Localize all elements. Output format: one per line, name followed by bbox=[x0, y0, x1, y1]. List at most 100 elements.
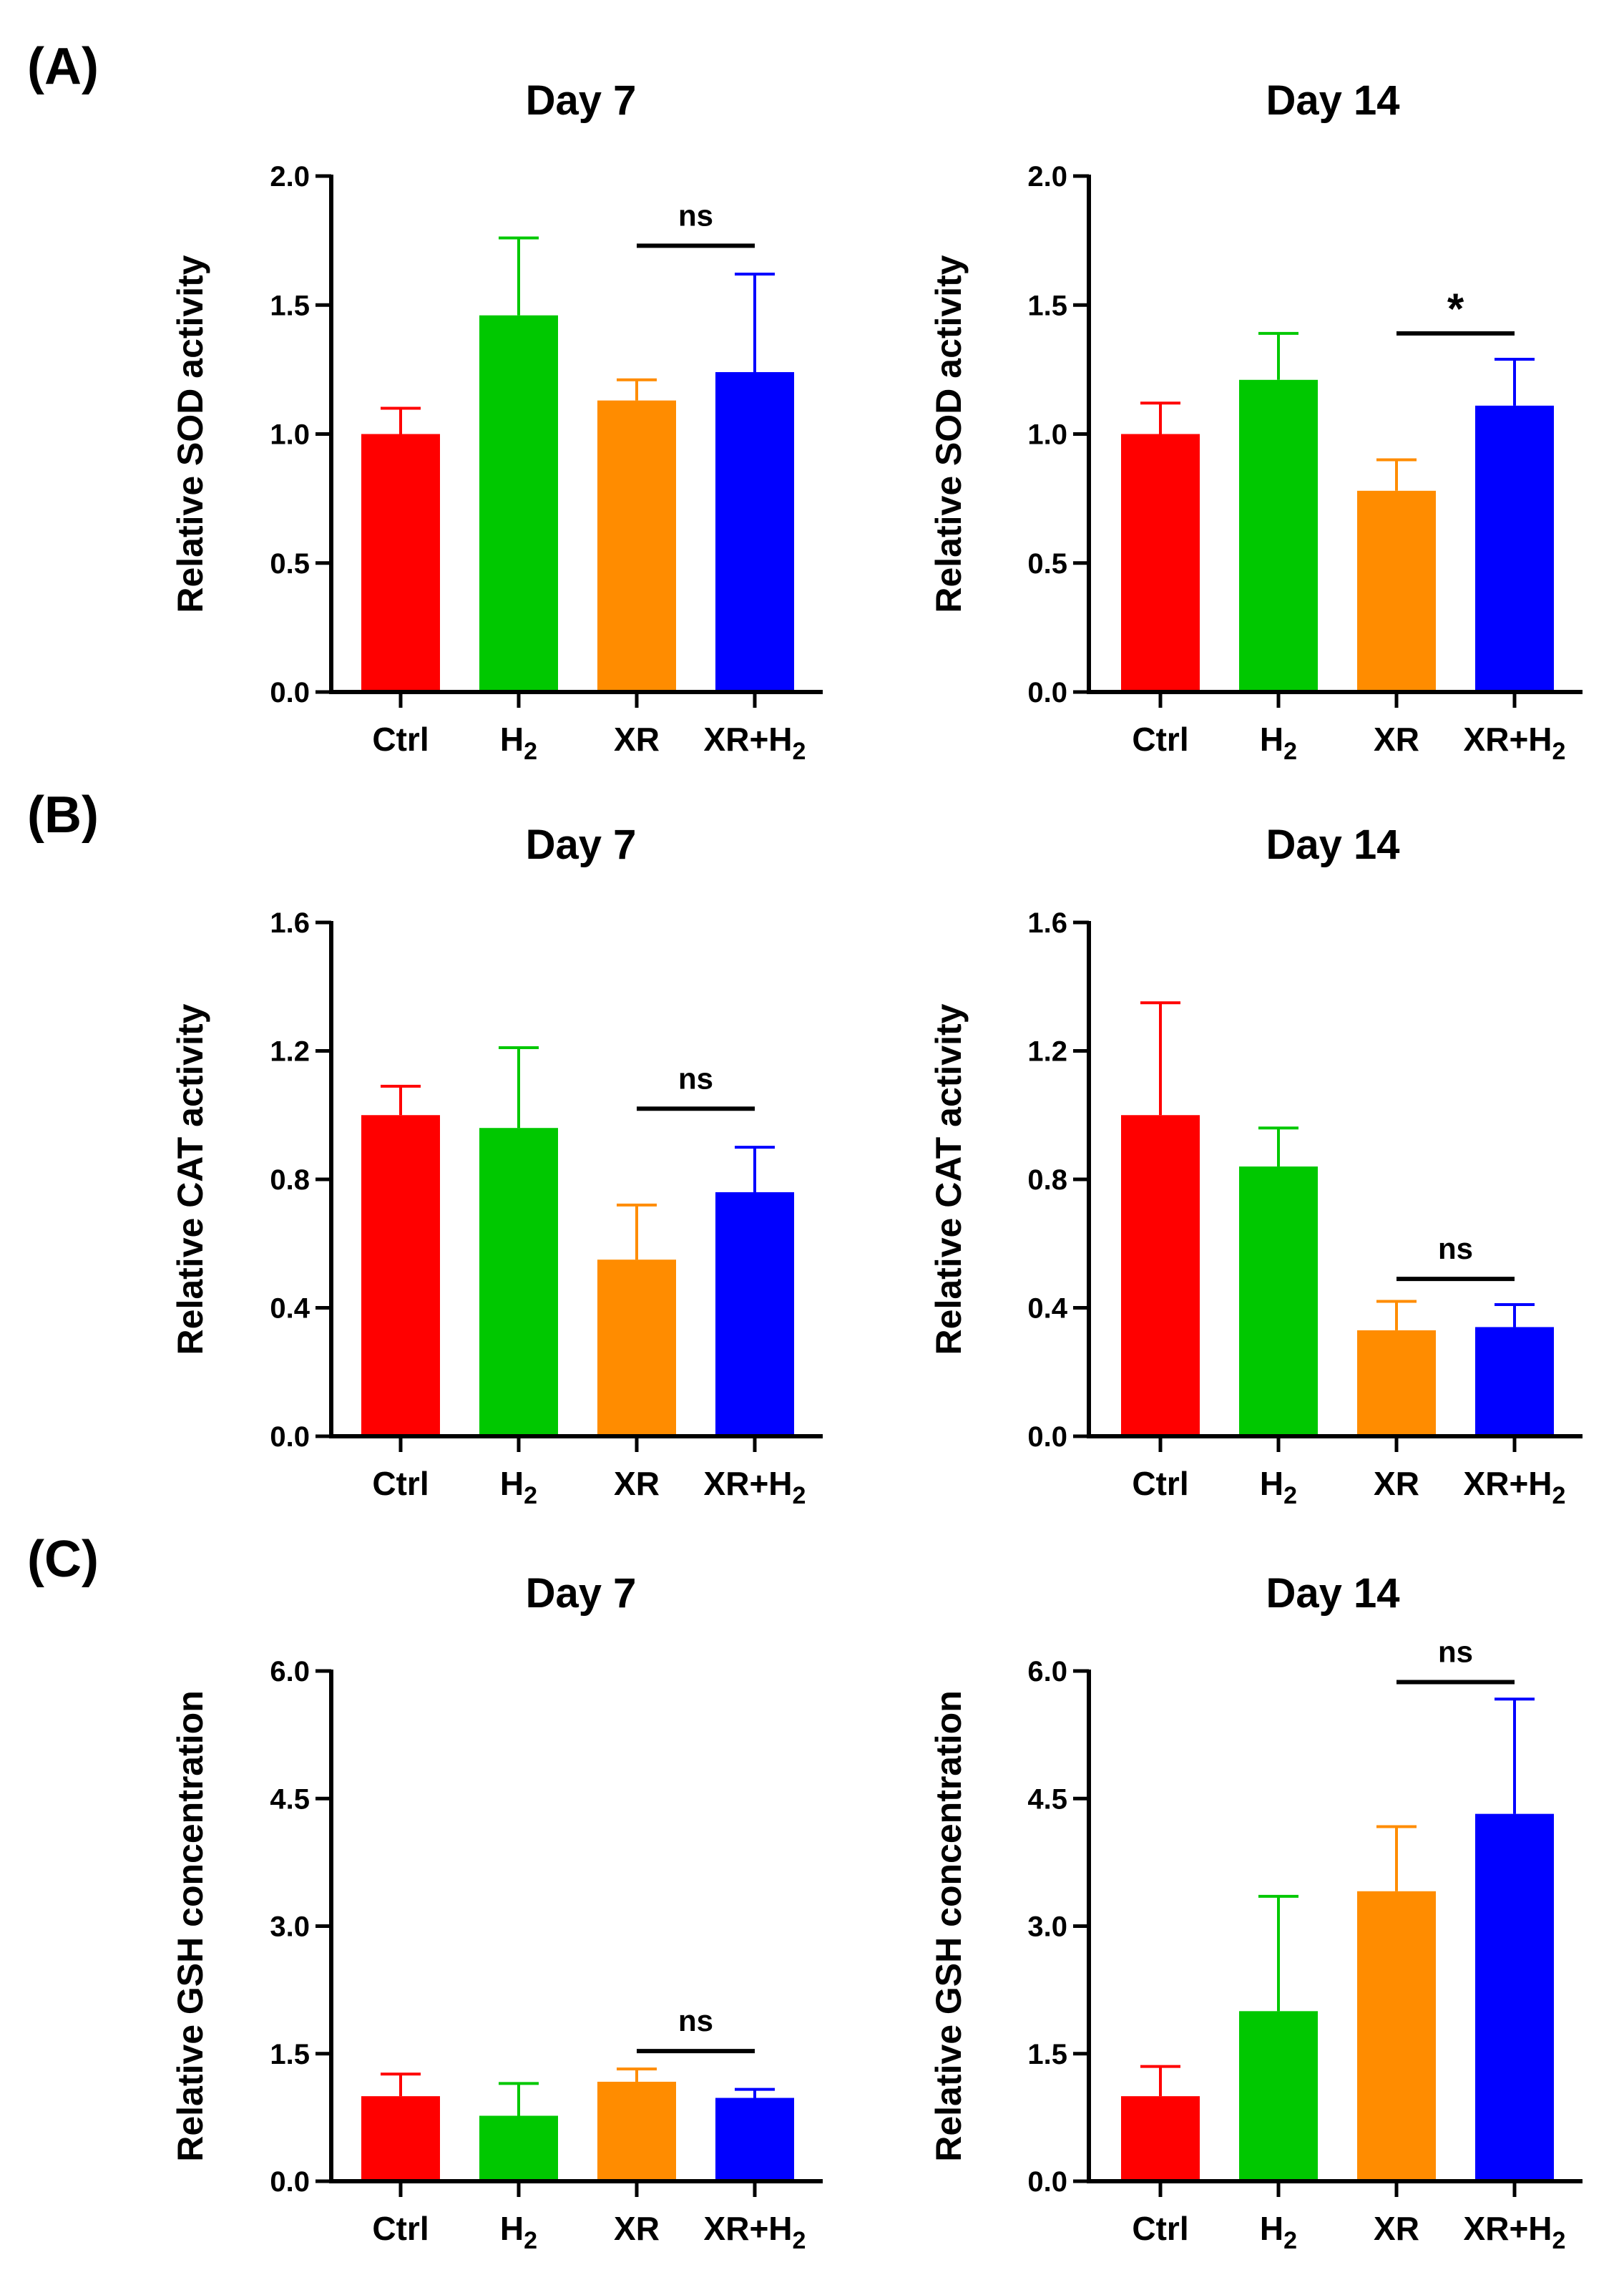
chart-6: Day 14 Relative GSH concentration 0.0 1.5 3.… bbox=[929, 1570, 1583, 2254]
x-tick-label: XR+H2 bbox=[704, 721, 806, 765]
x-tick-label: Ctrl bbox=[372, 721, 429, 758]
y-tick-label: 0.0 bbox=[270, 1421, 310, 1453]
significance-label: ns bbox=[1438, 1232, 1473, 1265]
y-tick-label: 0.0 bbox=[270, 2166, 310, 2198]
bar-ctrl bbox=[361, 1115, 440, 1436]
x-tick-label: H2 bbox=[500, 721, 537, 765]
bar-ctrl bbox=[361, 2096, 440, 2181]
y-axis-title: Relative CAT activity bbox=[170, 1003, 210, 1355]
y-tick-label: 6.0 bbox=[270, 1656, 310, 1687]
bar-xr bbox=[597, 1260, 676, 1436]
y-tick-label: 0.5 bbox=[270, 548, 310, 580]
y-tick-label: 4.5 bbox=[270, 1783, 310, 1815]
x-tick-label: XR+H2 bbox=[704, 2210, 806, 2254]
x-tick-label: H2 bbox=[1260, 1465, 1297, 1509]
y-tick-label: 0.0 bbox=[1027, 2166, 1067, 2198]
bar-h2 bbox=[479, 315, 558, 692]
x-tick-label: XR bbox=[1374, 2210, 1419, 2247]
y-tick-label: 1.2 bbox=[270, 1036, 310, 1068]
y-tick-label: 0.4 bbox=[1027, 1293, 1067, 1325]
chart-title: Day 14 bbox=[1266, 77, 1399, 124]
y-tick-label: 1.0 bbox=[270, 419, 310, 451]
bar-h2 bbox=[1239, 379, 1318, 692]
bar-ctrl bbox=[361, 434, 440, 692]
significance-label: ns bbox=[678, 2004, 713, 2037]
y-tick-label: 0.0 bbox=[1027, 1421, 1067, 1453]
y-tick-label: 1.2 bbox=[1027, 1036, 1067, 1068]
chart-title: Day 14 bbox=[1266, 1570, 1399, 1617]
bar-h2 bbox=[479, 1128, 558, 1436]
y-tick-label: 0.8 bbox=[270, 1164, 310, 1196]
chart-5: Day 7 Relative GSH concentration 0.0 1.5 3.0… bbox=[170, 1570, 823, 2254]
x-tick-label: XR bbox=[1374, 721, 1419, 758]
chart-title: Day 14 bbox=[1266, 822, 1399, 868]
x-tick-label: Ctrl bbox=[1132, 721, 1188, 758]
y-tick-label: 2.0 bbox=[1027, 161, 1067, 193]
bar-xr-h2 bbox=[1475, 405, 1554, 692]
y-axis-title: Relative SOD activity bbox=[929, 255, 969, 613]
y-tick-label: 0.0 bbox=[1027, 677, 1067, 708]
x-tick-label: Ctrl bbox=[372, 1465, 429, 1502]
y-tick-label: 1.5 bbox=[1027, 2039, 1067, 2070]
x-tick-label: XR bbox=[614, 721, 660, 758]
y-tick-label: 6.0 bbox=[1027, 1656, 1067, 1687]
bar-h2 bbox=[1239, 2011, 1318, 2181]
y-tick-label: 1.6 bbox=[1027, 907, 1067, 939]
x-tick-label: Ctrl bbox=[1132, 1465, 1188, 1502]
y-tick-label: 0.8 bbox=[1027, 1164, 1067, 1196]
significance-label: * bbox=[1447, 285, 1464, 333]
chart-1: Day 7 Relative SOD activity 0.0 0.5 1.0 1.5 2.… bbox=[170, 77, 823, 765]
bar-xr-h2 bbox=[715, 1192, 794, 1436]
y-tick-label: 4.5 bbox=[1027, 1783, 1067, 1815]
x-tick-label: XR bbox=[1374, 1465, 1419, 1502]
significance-label: ns bbox=[1438, 1634, 1473, 1668]
bar-ctrl bbox=[1121, 434, 1200, 692]
y-tick-label: 2.0 bbox=[270, 161, 310, 193]
y-tick-label: 0.4 bbox=[270, 1293, 310, 1325]
y-tick-label: 3.0 bbox=[270, 1911, 310, 1943]
x-tick-label: H2 bbox=[1260, 721, 1297, 765]
bar-xr bbox=[597, 400, 676, 692]
y-axis-title: Relative GSH concentration bbox=[929, 1690, 969, 2162]
y-tick-label: 1.5 bbox=[270, 290, 310, 321]
panel-label-c: (C) bbox=[27, 1531, 99, 1588]
bar-xr-h2 bbox=[715, 2098, 794, 2181]
chart-title: Day 7 bbox=[526, 822, 637, 868]
bar-xr bbox=[597, 2081, 676, 2181]
chart-title: Day 7 bbox=[526, 77, 637, 124]
x-tick-label: H2 bbox=[500, 1465, 537, 1509]
bar-xr bbox=[1357, 1330, 1436, 1436]
y-axis-title: Relative CAT activity bbox=[929, 1003, 969, 1355]
significance-label: ns bbox=[678, 198, 713, 232]
bar-xr-h2 bbox=[715, 371, 794, 692]
x-tick-label: H2 bbox=[500, 2210, 537, 2254]
x-tick-label: XR+H2 bbox=[704, 1465, 806, 1509]
significance-label: ns bbox=[678, 1061, 713, 1095]
bar-h2 bbox=[1239, 1166, 1318, 1436]
x-tick-label: Ctrl bbox=[372, 2210, 429, 2247]
y-axis-title: Relative GSH concentration bbox=[170, 1690, 210, 2162]
y-tick-label: 1.5 bbox=[1027, 290, 1067, 321]
bar-xr-h2 bbox=[1475, 1327, 1554, 1436]
y-tick-label: 0.5 bbox=[1027, 548, 1067, 580]
y-tick-label: 1.6 bbox=[270, 907, 310, 939]
x-tick-label: XR+H2 bbox=[1464, 1465, 1566, 1509]
bar-xr-h2 bbox=[1475, 1813, 1554, 2181]
chart-4: Day 14 Relative CAT activity 0.0 0.4 0.8 1.2 1… bbox=[929, 822, 1583, 1509]
x-tick-label: Ctrl bbox=[1132, 2210, 1188, 2247]
x-tick-label: XR bbox=[614, 2210, 660, 2247]
bar-xr bbox=[1357, 1891, 1436, 2181]
x-tick-label: XR+H2 bbox=[1464, 721, 1566, 765]
x-tick-label: H2 bbox=[1260, 2210, 1297, 2254]
x-tick-label: XR+H2 bbox=[1464, 2210, 1566, 2254]
y-tick-label: 3.0 bbox=[1027, 1911, 1067, 1943]
y-tick-label: 0.0 bbox=[270, 677, 310, 708]
chart-title: Day 7 bbox=[526, 1570, 637, 1617]
y-axis-title: Relative SOD activity bbox=[170, 255, 210, 613]
y-tick-label: 1.0 bbox=[1027, 419, 1067, 451]
chart-2: Day 14 Relative SOD activity 0.0 0.5 1.0 1.5 2… bbox=[929, 77, 1583, 765]
bar-xr bbox=[1357, 490, 1436, 692]
bar-ctrl bbox=[1121, 2096, 1200, 2181]
bar-h2 bbox=[479, 2115, 558, 2181]
